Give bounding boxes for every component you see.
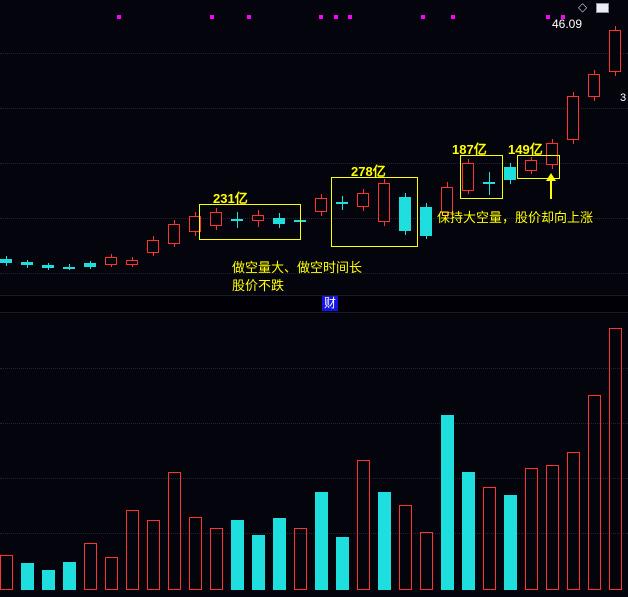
candle (231, 219, 243, 221)
candle (525, 160, 537, 171)
volume-bar (126, 510, 139, 590)
annotation-volume-label: 231亿 (213, 191, 248, 206)
period-axis-label[interactable]: 财 (322, 296, 339, 311)
annotation-volume-label: 187亿 (452, 142, 487, 157)
volume-bar (231, 520, 244, 590)
candle (210, 212, 222, 226)
candle (399, 197, 411, 231)
candle (315, 198, 327, 212)
volume-bar (588, 395, 601, 590)
volume-bar (63, 562, 76, 590)
grid-line (0, 163, 628, 164)
event-marker (546, 15, 550, 19)
candle (378, 183, 390, 222)
candle (21, 262, 33, 265)
volume-bar (21, 563, 34, 590)
x-axis-strip: 财 (0, 295, 628, 313)
candle (462, 163, 474, 191)
candle (567, 96, 579, 140)
volume-bar (105, 557, 118, 590)
event-marker (561, 15, 565, 19)
annotation-box (517, 155, 560, 179)
candle (546, 143, 558, 165)
volume-bar (420, 532, 433, 590)
candle (147, 240, 159, 253)
volume-bar (147, 520, 160, 590)
candle (588, 74, 600, 97)
volume-bar (378, 492, 391, 590)
annotation-note: 保持大空量，股价却向上涨 (437, 210, 594, 225)
volume-bar (609, 328, 622, 590)
candle (504, 167, 516, 180)
volume-bar (210, 528, 223, 590)
candle (336, 202, 348, 204)
volume-bar (546, 465, 559, 590)
event-marker (319, 15, 323, 19)
candle (126, 260, 138, 265)
event-marker (334, 15, 338, 19)
grid-line (0, 368, 628, 369)
event-marker (210, 15, 214, 19)
candle (357, 193, 369, 207)
annotation-volume-label: 149亿 (508, 142, 543, 157)
candle (42, 265, 54, 268)
up-arrow-icon (546, 173, 556, 181)
window-restore-icon[interactable] (596, 3, 609, 13)
volume-bar (399, 505, 412, 590)
volume-bar (567, 452, 580, 590)
volume-bar (0, 555, 13, 590)
annotation-note: 股价不跌 (232, 278, 285, 293)
grid-line (0, 533, 628, 534)
candle (168, 224, 180, 244)
diamond-icon[interactable]: ◇ (578, 0, 588, 14)
up-arrow-stem (550, 180, 552, 199)
candle (189, 216, 201, 232)
volume-bar (252, 535, 265, 590)
candle (84, 263, 96, 267)
annotation-box (199, 204, 301, 240)
event-marker (348, 15, 352, 19)
price-max-label: 46.09 (552, 17, 583, 31)
volume-bar (273, 518, 286, 590)
volume-bar (462, 472, 475, 590)
candle (252, 215, 264, 221)
volume-bar (168, 472, 181, 590)
volume-bar (189, 517, 202, 590)
candle (609, 30, 621, 72)
volume-bar (84, 543, 97, 590)
event-marker (451, 15, 455, 19)
candle (63, 267, 75, 269)
grid-line (0, 108, 628, 109)
volume-bar (294, 528, 307, 590)
event-marker (421, 15, 425, 19)
grid-line (0, 273, 628, 274)
volume-bar (441, 415, 454, 590)
candle (273, 218, 285, 224)
volume-bar (483, 487, 496, 590)
event-marker (117, 15, 121, 19)
volume-bar (315, 492, 328, 590)
event-marker (247, 15, 251, 19)
volume-bar (525, 468, 538, 590)
candle (441, 187, 453, 213)
volume-bar (504, 495, 517, 590)
annotation-note: 做空量大、做空时间长 (232, 260, 363, 275)
grid-line (0, 218, 628, 219)
grid-line (0, 53, 628, 54)
candle (420, 207, 432, 236)
candle (483, 182, 495, 184)
volume-bar (42, 570, 55, 590)
grid-line (0, 478, 628, 479)
volume-bar (336, 537, 349, 590)
right-edge-partial-label: 3 (620, 92, 627, 104)
volume-bar (357, 460, 370, 590)
annotation-box (460, 155, 503, 199)
annotation-volume-label: 278亿 (351, 164, 386, 179)
grid-line (0, 423, 628, 424)
annotation-box (331, 177, 418, 247)
candle (105, 257, 117, 265)
candle (0, 259, 12, 263)
